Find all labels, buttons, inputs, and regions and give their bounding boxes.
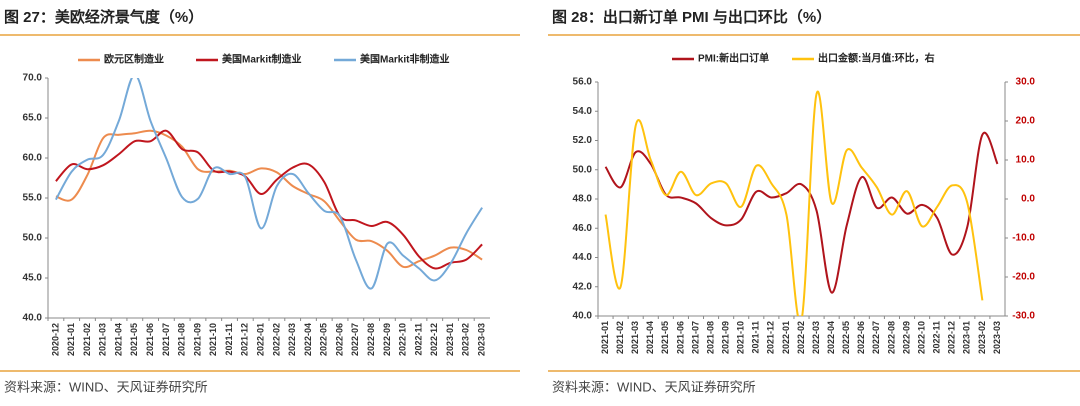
y-tick-label: 56.0 <box>573 77 593 88</box>
x-tick-label: 2023-03 <box>992 321 1002 354</box>
chart-title: 图 27：美欧经济景气度（%） <box>4 8 203 26</box>
x-tick-label: 2021-02 <box>82 323 92 356</box>
series-line <box>604 131 999 294</box>
series-line <box>55 129 483 270</box>
series-line <box>604 90 984 316</box>
x-tick-label: 2022-06 <box>856 321 866 354</box>
x-tick-label: 2022-01 <box>781 321 791 354</box>
y2-tick-label: -30.0 <box>1012 311 1035 322</box>
y-tick-label: 45.0 <box>23 273 43 284</box>
y-tick-label: 55.0 <box>23 193 43 204</box>
x-tick-label: 2022-09 <box>382 323 392 356</box>
x-tick-label: 2022-05 <box>319 323 329 356</box>
legend-label: 美国Markit制造业 <box>222 53 301 66</box>
x-tick-label: 2021-03 <box>630 321 640 354</box>
y-tick-label: 52.0 <box>573 135 593 146</box>
legend-label: PMI:新出口订单 <box>698 52 769 65</box>
y-tick-label: 50.0 <box>23 233 43 244</box>
x-tick-label: 2020-12 <box>50 323 60 356</box>
legend-label: 欧元区制造业 <box>104 53 164 66</box>
x-tick-label: 2021-11 <box>224 323 234 356</box>
x-tick-label: 2021-01 <box>600 321 610 354</box>
x-tick-label: 2022-04 <box>826 321 836 354</box>
x-tick-label: 2022-07 <box>350 323 360 356</box>
x-tick-label: 2022-12 <box>947 321 957 354</box>
x-tick-label: 2021-12 <box>766 321 776 354</box>
y-tick-label: 65.0 <box>23 113 43 124</box>
source-note: 资料来源：WIND、天风证券研究所 <box>4 379 208 394</box>
x-tick-label: 2023-02 <box>977 321 987 354</box>
y2-tick-label: -10.0 <box>1012 233 1035 244</box>
y-tick-label: 40.0 <box>573 311 593 322</box>
x-tick-label: 2021-08 <box>705 321 715 354</box>
y2-tick-label: 20.0 <box>1016 116 1036 127</box>
y-tick-label: 60.0 <box>23 153 43 164</box>
x-tick-label: 2021-11 <box>751 321 761 354</box>
series-line <box>55 129 483 269</box>
x-tick-label: 2022-02 <box>796 321 806 354</box>
x-tick-label: 2022-02 <box>271 323 281 356</box>
x-tick-label: 2021-10 <box>736 321 746 354</box>
x-tick-label: 2021-03 <box>98 323 108 356</box>
plot <box>604 90 999 316</box>
plot <box>55 78 483 290</box>
y2-tick-label: 10.0 <box>1016 155 1036 166</box>
x-tick-label: 2022-06 <box>334 323 344 356</box>
x-tick-label: 2022-10 <box>916 321 926 354</box>
x-tick-label: 2022-12 <box>429 323 439 356</box>
x-tick-label: 2023-03 <box>476 323 486 356</box>
x-tick-label: 2021-05 <box>660 321 670 354</box>
legend-label: 美国Markit非制造业 <box>360 53 449 66</box>
y-tick-label: 70.0 <box>23 73 43 84</box>
legend-label: 出口金额:当月值:环比，右 <box>818 52 935 65</box>
x-tick-label: 2022-01 <box>255 323 265 356</box>
y-tick-label: 46.0 <box>573 223 593 234</box>
x-tick-label: 2022-08 <box>366 323 376 356</box>
x-tick-label: 2022-05 <box>841 321 851 354</box>
y2-tick-label: -20.0 <box>1012 272 1035 283</box>
x-tick-label: 2021-01 <box>66 323 76 356</box>
x-tick-label: 2021-09 <box>192 323 202 356</box>
x-tick-label: 2021-12 <box>240 323 250 356</box>
y-tick-label: 42.0 <box>573 281 593 292</box>
y2-tick-label: 0.0 <box>1021 194 1035 205</box>
x-tick-label: 2023-02 <box>461 323 471 356</box>
series-line <box>55 78 483 290</box>
x-tick-label: 2021-06 <box>675 321 685 354</box>
x-tick-label: 2022-11 <box>932 321 942 354</box>
x-tick-label: 2021-02 <box>615 321 625 354</box>
y-tick-label: 48.0 <box>573 194 593 205</box>
y-tick-label: 44.0 <box>573 252 593 263</box>
chart-title: 图 28：出口新订单 PMI 与出口环比（%） <box>552 8 831 26</box>
x-tick-label: 2022-08 <box>886 321 896 354</box>
x-tick-label: 2021-04 <box>113 323 123 356</box>
x-tick-label: 2022-04 <box>303 323 313 356</box>
x-tick-label: 2022-03 <box>811 321 821 354</box>
x-tick-label: 2021-04 <box>645 321 655 354</box>
x-tick-label: 2023-01 <box>445 323 455 356</box>
x-tick-label: 2021-07 <box>161 323 171 356</box>
y-tick-label: 50.0 <box>573 164 593 175</box>
x-tick-label: 2021-08 <box>177 323 187 356</box>
y-tick-label: 40.0 <box>23 313 43 324</box>
x-tick-label: 2021-10 <box>208 323 218 356</box>
x-tick-label: 2022-03 <box>287 323 297 356</box>
x-tick-label: 2023-01 <box>962 321 972 354</box>
x-tick-label: 2022-07 <box>871 321 881 354</box>
y-tick-label: 54.0 <box>573 106 593 117</box>
x-tick-label: 2022-11 <box>413 323 423 356</box>
source-note: 资料来源：WIND、天风证券研究所 <box>552 379 756 394</box>
x-tick-label: 2021-09 <box>721 321 731 354</box>
x-tick-label: 2021-06 <box>145 323 155 356</box>
x-tick-label: 2021-05 <box>129 323 139 356</box>
y2-tick-label: 30.0 <box>1016 77 1036 88</box>
x-tick-label: 2022-09 <box>901 321 911 354</box>
x-tick-label: 2021-07 <box>690 321 700 354</box>
x-tick-label: 2022-10 <box>398 323 408 356</box>
